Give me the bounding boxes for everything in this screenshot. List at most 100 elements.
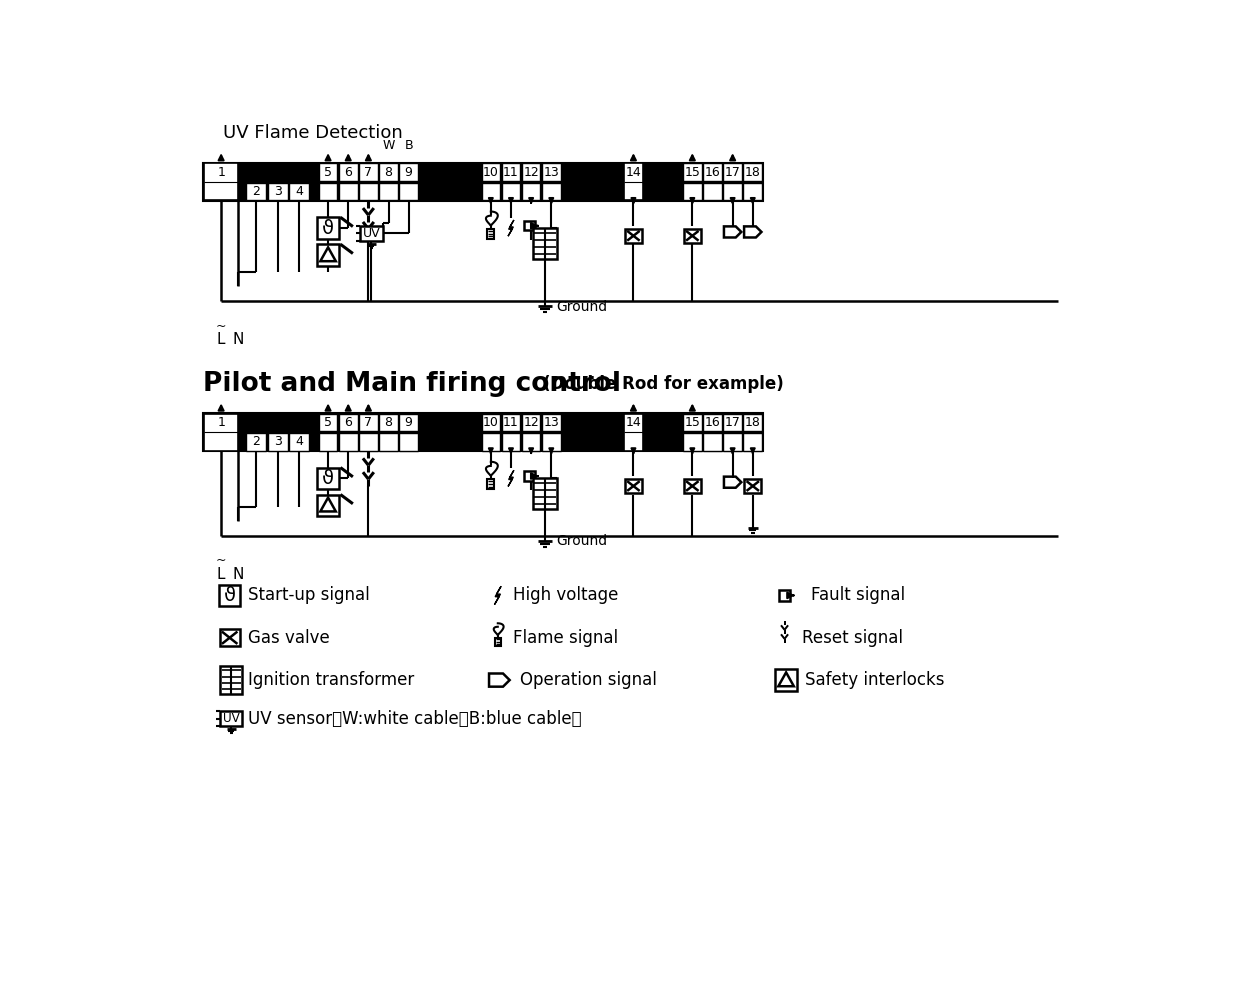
Text: Safety interlocks: Safety interlocks (805, 671, 944, 689)
Text: 10: 10 (483, 165, 499, 178)
Bar (703, 182, 722, 200)
Text: 9: 9 (405, 416, 412, 429)
Bar (683, 433, 702, 450)
Bar (317, 494, 339, 516)
Text: ϑ: ϑ (322, 218, 334, 238)
Bar (400, 163, 419, 181)
Bar (319, 413, 338, 431)
Text: 7: 7 (364, 416, 373, 429)
Text: 4: 4 (296, 435, 303, 448)
Text: 8: 8 (385, 416, 392, 429)
Bar (359, 413, 378, 431)
Text: 16: 16 (704, 416, 720, 429)
Bar (522, 433, 540, 450)
Bar (684, 479, 700, 493)
Bar (219, 585, 241, 607)
Bar (524, 471, 535, 481)
Bar (359, 433, 378, 450)
Text: Ground: Ground (556, 535, 607, 549)
Bar (204, 413, 763, 451)
Bar (502, 182, 520, 200)
Text: Ignition transformer: Ignition transformer (248, 671, 415, 689)
Bar (533, 228, 558, 259)
Bar (400, 413, 419, 431)
Bar (625, 479, 642, 493)
Text: 1: 1 (217, 165, 225, 178)
Bar (542, 433, 560, 450)
Bar (775, 669, 797, 691)
Bar (542, 163, 560, 181)
Bar (542, 182, 560, 200)
Bar (379, 163, 397, 181)
Text: High voltage: High voltage (513, 587, 619, 605)
Text: N: N (232, 567, 243, 582)
Text: 9: 9 (405, 165, 412, 178)
Bar (339, 182, 358, 200)
Bar (482, 182, 501, 200)
Text: 12: 12 (523, 165, 539, 178)
Bar (487, 229, 494, 239)
Bar (379, 182, 397, 200)
Text: 3: 3 (273, 435, 282, 448)
Text: 2: 2 (252, 435, 260, 448)
Text: 8: 8 (385, 165, 392, 178)
Text: 17: 17 (724, 165, 740, 178)
Bar (542, 413, 560, 431)
Bar (220, 711, 242, 726)
Bar (204, 413, 238, 450)
Bar (339, 433, 358, 450)
Polygon shape (508, 470, 514, 486)
Bar (625, 229, 642, 243)
Bar (625, 413, 642, 450)
Bar (317, 244, 339, 266)
Text: L: L (217, 333, 225, 348)
Bar (494, 637, 501, 645)
Bar (360, 226, 383, 241)
Polygon shape (508, 220, 514, 236)
Bar (723, 413, 741, 431)
Bar (319, 433, 338, 450)
Text: 4: 4 (296, 185, 303, 198)
Text: N: N (232, 333, 243, 348)
Text: 1: 1 (217, 416, 225, 429)
Text: UV Flame Detection: UV Flame Detection (224, 124, 404, 142)
Bar (533, 478, 558, 509)
Text: 14: 14 (626, 416, 641, 429)
Bar (220, 666, 242, 694)
Bar (319, 182, 338, 200)
Bar (723, 163, 741, 181)
Bar (359, 163, 378, 181)
Text: 5: 5 (324, 165, 332, 178)
Bar (683, 163, 702, 181)
Text: ~: ~ (216, 320, 226, 333)
Bar (487, 479, 494, 489)
Bar (379, 413, 397, 431)
Text: (Double Rod for example): (Double Rod for example) (543, 375, 784, 393)
Bar (482, 163, 501, 181)
Text: B: B (405, 139, 414, 152)
Text: 7: 7 (364, 165, 373, 178)
Text: 11: 11 (503, 165, 519, 178)
Bar (625, 163, 642, 200)
Bar (723, 433, 741, 450)
Bar (317, 467, 339, 489)
Text: 6: 6 (344, 165, 353, 178)
Bar (482, 433, 501, 450)
Bar (289, 433, 309, 450)
Text: Gas valve: Gas valve (248, 628, 330, 646)
Bar (267, 433, 288, 450)
Text: ~: ~ (216, 554, 226, 568)
Bar (684, 229, 700, 243)
Bar (289, 182, 309, 200)
Bar (319, 163, 338, 181)
Text: UV sensor（W:white cable；B:blue cable）: UV sensor（W:white cable；B:blue cable） (248, 709, 581, 728)
Text: 12: 12 (523, 416, 539, 429)
Bar (683, 413, 702, 431)
Text: ϑ: ϑ (224, 586, 236, 605)
Bar (522, 182, 540, 200)
Bar (246, 182, 266, 200)
Text: Pilot and Main firing control: Pilot and Main firing control (204, 372, 621, 397)
Text: 6: 6 (344, 416, 353, 429)
Bar (317, 217, 339, 239)
Text: Fault signal: Fault signal (811, 587, 905, 605)
